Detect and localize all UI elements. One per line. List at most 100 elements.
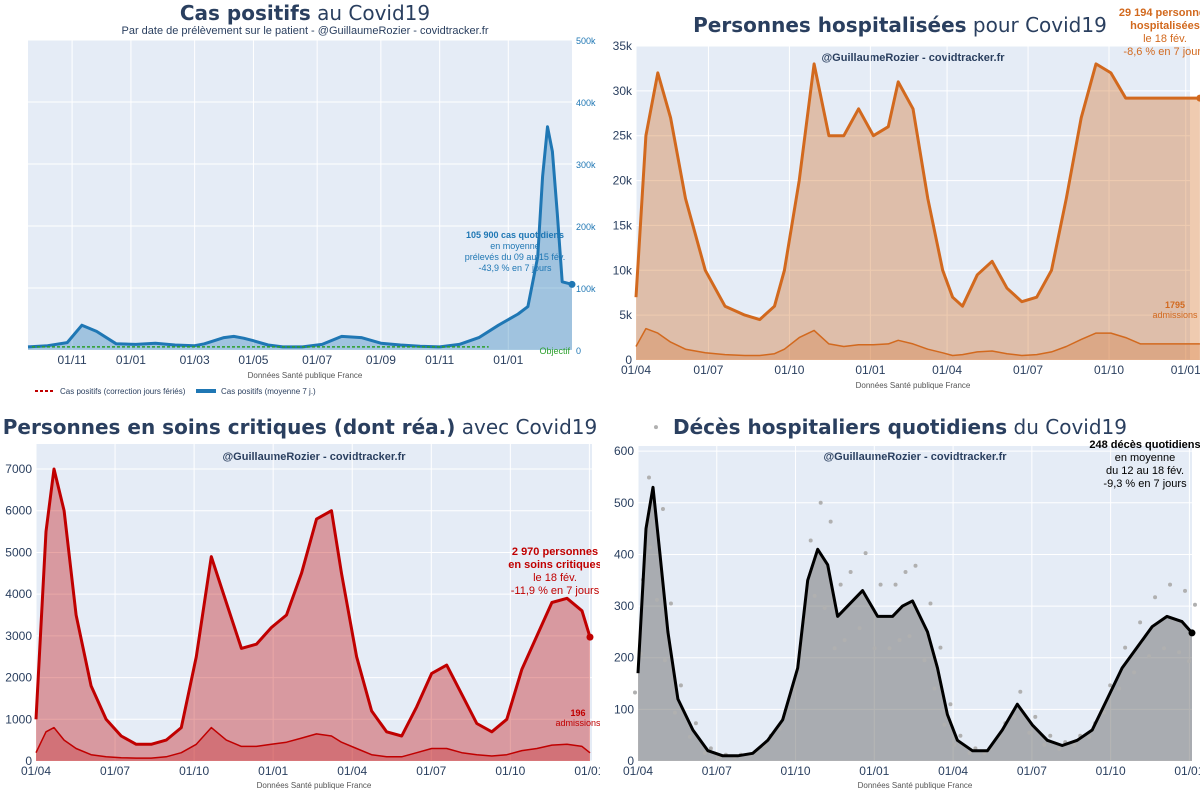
series-line-main <box>34 467 592 746</box>
y-tick-label: 0 <box>576 346 581 356</box>
value-annotation: 105 900 cas quotidiens en moyenne prélevés… <box>465 230 565 273</box>
y-tick-label: 6000 <box>5 504 32 518</box>
data-point <box>857 626 862 631</box>
last-point-marker <box>1196 94 1200 102</box>
x-tick-label: 01/10 <box>1096 764 1126 778</box>
admissions-annotation: 1795 admissions <box>1152 300 1198 320</box>
data-point <box>942 722 947 727</box>
y-tick-label: 400k <box>576 98 596 108</box>
y-tick-label: 1000 <box>5 712 32 726</box>
data-point <box>1042 742 1047 747</box>
series-area <box>36 727 590 761</box>
data-point <box>1177 650 1182 655</box>
y-tick-label: 500 <box>614 496 634 510</box>
x-tick-label: 01/07 <box>302 353 332 367</box>
series-line-admissions <box>35 726 591 759</box>
y-tick-label: 3000 <box>5 629 32 643</box>
chart-subtitle: Par date de prélèvement sur le patient -… <box>122 25 489 37</box>
data-point <box>792 686 797 691</box>
objective-label: Objectif <box>539 346 570 356</box>
chart-title: Personnes hospitalisées pour Covid19 <box>693 13 1107 37</box>
legend-item-correction[interactable]: Cas positifs (correction jours fériés) <box>60 387 186 396</box>
data-point <box>1033 714 1038 719</box>
legend[interactable]: Cas positifs (correction jours fériés) C… <box>35 387 316 396</box>
data-point <box>907 634 912 639</box>
panel-cas-positifs: Cas positifs au Covid19 Par date de prél… <box>0 0 600 400</box>
y-tick-label: 15k <box>613 218 633 232</box>
x-tick-label: 01/03 <box>180 353 210 367</box>
brand-label: @GuillaumeRozier - covidtracker.fr <box>222 451 406 463</box>
x-tick-label: 01/05 <box>238 353 268 367</box>
data-point <box>687 734 692 739</box>
y-tick-label: 300k <box>576 160 596 170</box>
y-tick-label: 200 <box>614 651 634 665</box>
data-point <box>1057 746 1062 751</box>
data-point <box>1193 602 1197 607</box>
x-tick-label: 01/04 <box>623 764 653 778</box>
value-annotation: 29 194 personneshospitaliséesle 18 fév.-… <box>1119 7 1200 58</box>
series-area <box>636 63 1200 361</box>
data-point <box>828 519 833 524</box>
data-point <box>1018 689 1023 694</box>
data-point <box>893 582 898 587</box>
data-point <box>832 646 837 651</box>
y-tick-label: 100 <box>614 702 634 716</box>
data-point <box>1123 645 1128 650</box>
legend-item-moyenne[interactable]: Cas positifs (moyenne 7 j.) <box>221 387 316 396</box>
source-label: Données Santé publique France <box>248 371 363 380</box>
data-point <box>838 582 843 587</box>
y-tick-label: 100k <box>576 284 596 294</box>
series-line-main <box>27 125 573 349</box>
data-point <box>1138 620 1143 625</box>
data-point <box>708 746 713 751</box>
y-tick-label: 30k <box>613 84 633 98</box>
x-tick-label: 01/01 <box>258 764 288 778</box>
data-point <box>872 646 877 651</box>
data-point <box>1117 686 1122 691</box>
data-point <box>1187 659 1191 664</box>
source-label: Données Santé publique France <box>858 781 973 790</box>
data-point <box>653 425 658 430</box>
chart-title: Décès hospitaliers quotidiens du Covid19 <box>673 415 1127 439</box>
data-point <box>922 658 927 663</box>
data-point <box>863 551 868 556</box>
x-tick-label: 01/11 <box>58 353 87 367</box>
data-point <box>646 475 651 480</box>
data-point <box>887 646 892 651</box>
data-point <box>848 570 853 574</box>
series-area <box>636 328 1200 360</box>
x-tick-label: 01/10 <box>781 764 811 778</box>
series-line-main <box>634 62 1200 322</box>
data-point <box>1183 588 1188 593</box>
chart-title: Cas positifs au Covid19 <box>180 1 430 25</box>
y-tick-label: 7000 <box>5 462 32 476</box>
data-point <box>812 593 817 598</box>
data-point <box>1027 730 1032 735</box>
y-tick-label: 35k <box>613 39 633 53</box>
x-tick-label: 01/10 <box>495 764 525 778</box>
x-tick-label: 01/04 <box>938 764 968 778</box>
data-point <box>1147 654 1152 659</box>
data-point <box>1162 646 1167 651</box>
data-point <box>952 742 957 747</box>
data-point <box>958 733 963 738</box>
x-tick-label: 01/07 <box>1013 363 1043 377</box>
data-point <box>647 545 652 550</box>
data-point <box>654 597 659 602</box>
data-point <box>672 710 677 715</box>
x-tick-label: 01/04 <box>21 764 51 778</box>
y-tick-label: 4000 <box>5 587 32 601</box>
last-point-marker <box>586 633 594 641</box>
data-point <box>948 702 953 707</box>
y-tick-label: 200k <box>576 222 596 232</box>
x-tick-label: 01/07 <box>100 764 130 778</box>
data-point <box>668 601 673 606</box>
y-tick-label: 0 <box>625 353 632 367</box>
data-point <box>903 570 908 574</box>
y-tick-label: 2000 <box>5 671 32 685</box>
y-tick-label: 500k <box>576 36 596 46</box>
y-tick-label: 300 <box>614 599 634 613</box>
series-area <box>638 487 1192 761</box>
chart-cas-positifs: Cas positifs au Covid19 Par date de prél… <box>27 1 596 396</box>
data-point <box>818 500 823 505</box>
